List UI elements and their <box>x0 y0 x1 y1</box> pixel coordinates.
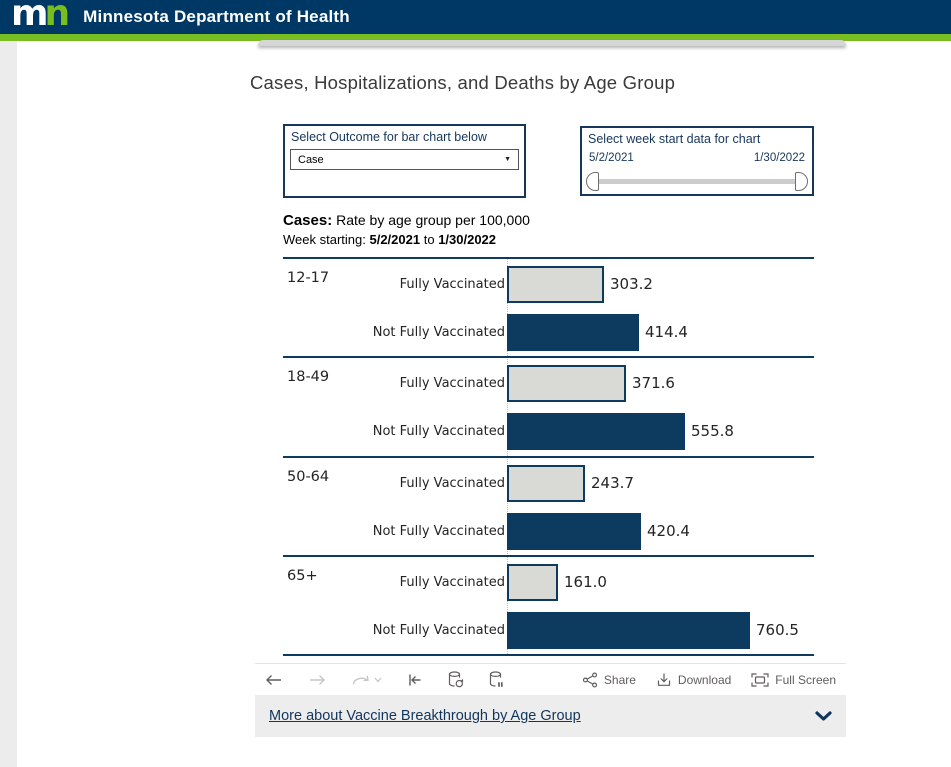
outcome-filter-label: Select Outcome for bar chart below <box>291 130 487 144</box>
series-label: Fully Vaccinated <box>399 376 505 392</box>
green-accent-stripe <box>0 34 951 41</box>
share-button[interactable]: Share <box>582 672 636 688</box>
page-title: Cases, Hospitalizations, and Deaths by A… <box>250 72 676 93</box>
week-end-date: 1/30/2022 <box>753 152 805 164</box>
bar-chart: 12-17 Fully Vaccinated 303.2 Not Fully Vacc… <box>283 257 814 656</box>
bar-row: Not Fully Vaccinated 760.5 <box>283 611 814 649</box>
age-group-label: 18-49 <box>287 369 330 386</box>
bar-65+-fully-vaccinated[interactable] <box>507 563 558 601</box>
bar-12-17-fully-vaccinated[interactable] <box>507 266 604 303</box>
chart-outcome-label: Cases: <box>283 212 333 229</box>
footer-linkbar: More about Vaccine Breakthrough by Age G… <box>255 695 846 737</box>
age-group-label: 12-17 <box>287 270 330 286</box>
mdh-logo[interactable]: m n <box>11 0 71 34</box>
week-starting-to: to <box>423 232 435 247</box>
value-label: 161.0 <box>564 572 607 591</box>
series-label: Not Fully Vaccinated <box>372 622 505 638</box>
chevron-down-icon[interactable] <box>815 710 832 722</box>
report-toolbar: Share Download Full Screen <box>255 663 846 695</box>
bar-row: Fully Vaccinated 303.2 <box>283 266 814 303</box>
value-label: 555.8 <box>691 422 734 441</box>
bar-row: Fully Vaccinated 371.6 <box>283 365 814 403</box>
chart-group-18-49: 18-49 Fully Vaccinated 371.6 Not Fully Vacc… <box>283 356 814 455</box>
bar-row: Fully Vaccinated 161.0 <box>283 563 814 601</box>
week-start-date: 5/2/2021 <box>589 152 634 164</box>
value-label: 243.7 <box>591 473 634 492</box>
header-title: Minnesota Department of Health <box>83 7 350 26</box>
bar-50-64-not-fully-vaccinated[interactable] <box>507 512 641 550</box>
week-starting-end: 1/30/2022 <box>438 232 497 247</box>
slider-handle-end[interactable] <box>795 172 808 191</box>
outcome-dropdown-value: Case <box>298 153 324 166</box>
chart-title-line: Cases: Rate by age group per 100,000 <box>283 212 530 229</box>
value-label: 303.2 <box>610 275 653 293</box>
toolbar-nav-group <box>265 670 505 689</box>
skip-to-start-icon[interactable] <box>407 673 423 687</box>
series-label: Not Fully Vaccinated <box>372 325 505 340</box>
week-starting-start: 5/2/2021 <box>369 232 421 247</box>
series-label: Fully Vaccinated <box>399 574 505 590</box>
chart-group-12-17: 12-17 Fully Vaccinated 303.2 Not Fully Vacc… <box>283 257 814 356</box>
value-label: 760.5 <box>756 620 799 639</box>
bar-row: Not Fully Vaccinated 555.8 <box>283 413 814 451</box>
pause-data-icon[interactable] <box>489 670 505 689</box>
value-label: 420.4 <box>647 521 690 540</box>
left-gutter <box>0 41 17 767</box>
fullscreen-button[interactable]: Full Screen <box>751 673 836 687</box>
age-group-label: 50-64 <box>287 468 330 485</box>
reset-arrow-icon <box>351 673 371 686</box>
download-icon <box>656 672 672 688</box>
bar-12-17-not-fully-vaccinated[interactable] <box>507 314 639 351</box>
fullscreen-label: Full Screen <box>775 672 836 687</box>
week-filter-box: Select week start data for chart 5/2/202… <box>580 126 814 196</box>
value-label: 414.4 <box>645 323 688 341</box>
chart-header: Cases: Rate by age group per 100,000 Wee… <box>283 212 530 247</box>
share-icon <box>582 672 598 688</box>
download-button[interactable]: Download <box>656 672 731 688</box>
week-range-labels: 5/2/2021 1/30/2022 <box>589 152 805 164</box>
bar-65+-not-fully-vaccinated[interactable] <box>507 611 750 649</box>
bar-50-64-fully-vaccinated[interactable] <box>507 464 585 502</box>
refresh-data-icon[interactable] <box>448 670 464 689</box>
forward-arrow-icon[interactable] <box>308 674 326 686</box>
series-label: Not Fully Vaccinated <box>372 523 505 539</box>
week-filter-label: Select week start data for chart <box>588 132 761 146</box>
week-starting-label: Week starting: <box>283 232 366 247</box>
logo-letter-m: m <box>11 0 48 34</box>
week-range-slider <box>586 172 808 191</box>
share-label: Share <box>603 672 636 687</box>
bar-18-49-not-fully-vaccinated[interactable] <box>507 413 685 451</box>
back-arrow-icon[interactable] <box>265 674 283 686</box>
reset-view-control[interactable] <box>351 673 382 686</box>
download-label: Download <box>677 672 732 687</box>
breakthrough-link[interactable]: More about Vaccine Breakthrough by Age G… <box>269 708 581 724</box>
chart-subtitle: Rate by age group per 100,000 <box>336 212 530 228</box>
slider-track[interactable] <box>593 179 801 184</box>
toolbar-action-group: Share Download Full Screen <box>582 672 836 688</box>
chevron-down-icon: ▼ <box>504 156 511 163</box>
logo-letter-n: n <box>44 0 71 34</box>
report-top-edge <box>258 40 846 46</box>
bar-row: Not Fully Vaccinated 414.4 <box>283 314 814 351</box>
outcome-filter-box: Select Outcome for bar chart below Case … <box>283 124 526 198</box>
chart-group-50-64: 50-64 Fully Vaccinated 243.7 Not Fully Vacc… <box>283 455 814 555</box>
slider-handle-start[interactable] <box>586 172 599 191</box>
app-header: m n Minnesota Department of Health <box>0 0 951 34</box>
value-label: 371.6 <box>632 374 675 393</box>
bar-18-49-fully-vaccinated[interactable] <box>507 365 626 403</box>
chart-week-line: Week starting: 5/2/2021 to 1/30/2022 <box>283 232 530 247</box>
bar-row: Not Fully Vaccinated 420.4 <box>283 512 814 550</box>
age-group-label: 65+ <box>287 567 318 584</box>
chart-group-65+: 65+ Fully Vaccinated 161.0 Not Fully Vaccin… <box>283 554 814 654</box>
reset-caret-icon <box>374 677 382 683</box>
outcome-dropdown[interactable]: Case ▼ <box>290 149 519 170</box>
series-label: Fully Vaccinated <box>399 277 505 292</box>
bar-row: Fully Vaccinated 243.7 <box>283 464 814 502</box>
series-label: Not Fully Vaccinated <box>372 424 505 440</box>
series-label: Fully Vaccinated <box>399 475 505 491</box>
fullscreen-icon <box>751 672 769 687</box>
